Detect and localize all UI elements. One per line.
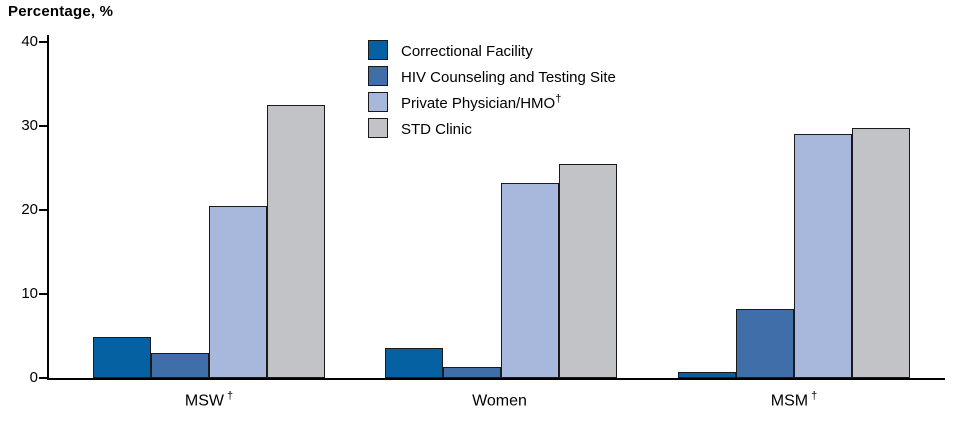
x-category-label: MSW † bbox=[93, 390, 325, 410]
y-tick-mark bbox=[39, 377, 47, 379]
legend-item-std-clinic: STD Clinic bbox=[368, 118, 616, 138]
legend-label-text: STD Clinic bbox=[401, 120, 472, 138]
x-category-dagger: † bbox=[226, 390, 234, 402]
y-axis-line bbox=[47, 35, 49, 380]
legend-label-text: HIV Counseling and Testing Site bbox=[401, 68, 616, 86]
bar-women-hiv-counseling-and-testing-site bbox=[443, 367, 501, 378]
y-tick-label: 30 bbox=[21, 117, 38, 134]
y-tick-mark bbox=[39, 293, 47, 295]
x-category-text: MSW bbox=[184, 392, 224, 410]
legend-label: Private Physician/HMO† bbox=[401, 93, 561, 112]
y-tick-mark bbox=[39, 41, 47, 43]
y-tick-label: 20 bbox=[21, 201, 38, 218]
y-tick-label: 10 bbox=[21, 285, 38, 302]
legend-label-text: Private Physician/HMO bbox=[401, 94, 556, 112]
legend-label: HIV Counseling and Testing Site bbox=[401, 67, 616, 86]
legend-item-correctional-facility: Correctional Facility bbox=[368, 40, 616, 60]
bar-women-private-physician-hmo bbox=[501, 183, 559, 378]
bar-msm-std-clinic bbox=[852, 128, 910, 378]
legend-label-dagger: † bbox=[555, 92, 562, 105]
bar-msw-hiv-counseling-and-testing-site bbox=[151, 353, 209, 378]
y-axis-title: Percentage, % bbox=[8, 3, 114, 20]
bar-msm-hiv-counseling-and-testing-site bbox=[736, 309, 794, 378]
legend-swatch bbox=[368, 66, 388, 86]
bar-msm-private-physician-hmo bbox=[794, 134, 852, 378]
legend-item-hiv-counseling-and-testing-site: HIV Counseling and Testing Site bbox=[368, 66, 616, 86]
legend-swatch bbox=[368, 40, 388, 60]
y-tick-mark bbox=[39, 209, 47, 211]
legend-swatch bbox=[368, 118, 388, 138]
legend: Correctional Facility HIV Counseling and … bbox=[368, 40, 616, 144]
x-axis-line bbox=[47, 378, 945, 380]
bar-group-women bbox=[385, 42, 617, 378]
bar-msw-private-physician-hmo bbox=[209, 206, 267, 378]
y-tick-label: 0 bbox=[29, 369, 38, 386]
x-category-label: Women bbox=[385, 390, 617, 410]
legend-label-text: Correctional Facility bbox=[401, 42, 533, 60]
bar-women-correctional-facility bbox=[385, 348, 443, 378]
bar-women-std-clinic bbox=[559, 164, 617, 378]
legend-swatch bbox=[368, 92, 388, 112]
legend-label: STD Clinic bbox=[401, 119, 472, 138]
x-category-dagger: † bbox=[811, 390, 818, 402]
y-tick-mark bbox=[39, 125, 47, 127]
legend-item-private-physician-hmo: Private Physician/HMO† bbox=[368, 92, 616, 112]
y-tick-label: 40 bbox=[21, 33, 38, 50]
x-category-label: MSM † bbox=[678, 390, 910, 410]
bar-msm-correctional-facility bbox=[678, 372, 736, 378]
bar-msw-std-clinic bbox=[267, 105, 325, 378]
x-category-text: Women bbox=[472, 392, 527, 410]
x-category-text: MSM bbox=[770, 392, 809, 410]
legend-label: Correctional Facility bbox=[401, 41, 533, 60]
bar-group-msw bbox=[93, 42, 325, 378]
bar-msw-correctional-facility bbox=[93, 337, 151, 378]
bar-group-msm bbox=[678, 42, 910, 378]
